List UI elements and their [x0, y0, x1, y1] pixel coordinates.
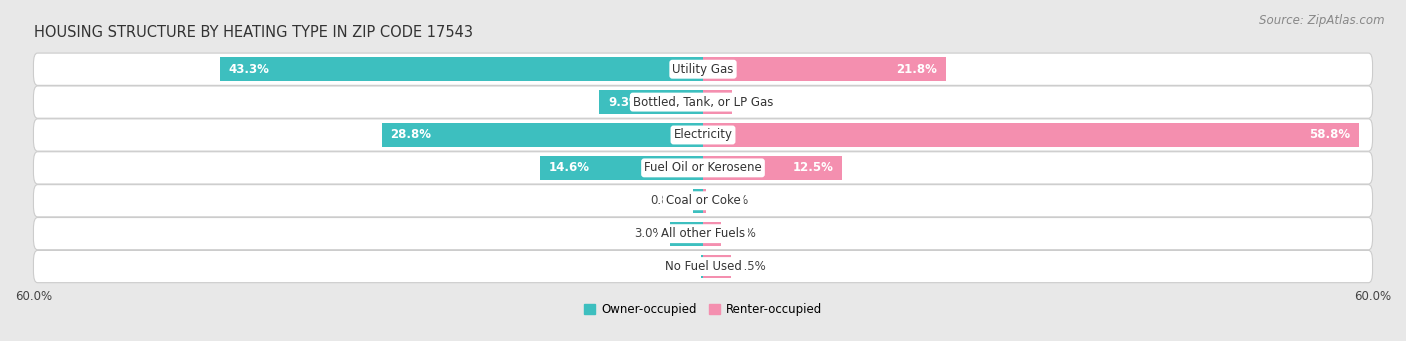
Bar	[703, 156, 842, 180]
Bar	[540, 156, 703, 180]
Bar	[703, 189, 706, 212]
Text: 0.2%: 0.2%	[665, 260, 695, 273]
Text: 1.6%: 1.6%	[727, 227, 756, 240]
Text: No Fuel Used: No Fuel Used	[665, 260, 741, 273]
Text: HOUSING STRUCTURE BY HEATING TYPE IN ZIP CODE 17543: HOUSING STRUCTURE BY HEATING TYPE IN ZIP…	[34, 25, 472, 40]
FancyBboxPatch shape	[34, 53, 1372, 85]
Text: 3.0%: 3.0%	[634, 227, 664, 240]
Text: 12.5%: 12.5%	[793, 161, 834, 174]
Bar	[599, 90, 703, 114]
Text: All other Fuels: All other Fuels	[661, 227, 745, 240]
Bar	[703, 255, 731, 278]
Text: 0.88%: 0.88%	[651, 194, 688, 207]
Text: 21.8%: 21.8%	[897, 63, 938, 76]
Bar	[703, 90, 733, 114]
FancyBboxPatch shape	[34, 185, 1372, 217]
Legend: Owner-occupied, Renter-occupied: Owner-occupied, Renter-occupied	[579, 298, 827, 321]
Text: Utility Gas: Utility Gas	[672, 63, 734, 76]
Text: 2.5%: 2.5%	[737, 260, 766, 273]
Text: 0.24%: 0.24%	[711, 194, 748, 207]
Text: 58.8%: 58.8%	[1309, 129, 1350, 142]
Bar	[693, 189, 703, 212]
FancyBboxPatch shape	[34, 152, 1372, 184]
Bar	[703, 222, 721, 246]
Bar	[700, 255, 703, 278]
Bar	[703, 123, 1360, 147]
Text: 43.3%: 43.3%	[229, 63, 270, 76]
Text: Electricity: Electricity	[673, 129, 733, 142]
FancyBboxPatch shape	[34, 218, 1372, 250]
Text: Fuel Oil or Kerosene: Fuel Oil or Kerosene	[644, 161, 762, 174]
FancyBboxPatch shape	[34, 86, 1372, 118]
Text: 14.6%: 14.6%	[548, 161, 591, 174]
Text: Source: ZipAtlas.com: Source: ZipAtlas.com	[1260, 14, 1385, 27]
Bar	[669, 222, 703, 246]
Bar	[219, 57, 703, 81]
Bar	[703, 57, 946, 81]
Text: Bottled, Tank, or LP Gas: Bottled, Tank, or LP Gas	[633, 95, 773, 108]
Text: 28.8%: 28.8%	[391, 129, 432, 142]
FancyBboxPatch shape	[34, 119, 1372, 151]
Text: 2.6%: 2.6%	[738, 95, 768, 108]
Text: Coal or Coke: Coal or Coke	[665, 194, 741, 207]
Text: 9.3%: 9.3%	[609, 95, 641, 108]
Bar	[381, 123, 703, 147]
FancyBboxPatch shape	[34, 250, 1372, 283]
